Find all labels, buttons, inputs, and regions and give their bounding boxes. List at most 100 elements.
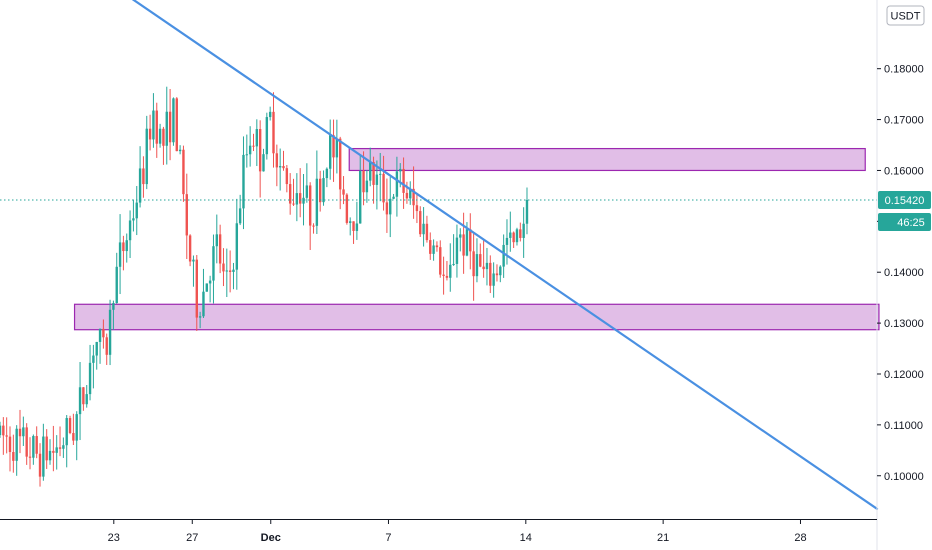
candle [132,199,135,232]
candle [92,344,95,389]
candle [12,434,15,473]
candle-body [22,427,25,437]
candle [505,219,509,265]
candle-body [292,203,295,205]
candle-body [238,208,242,224]
time-tick-label: 7 [385,532,391,544]
candle [55,435,58,470]
candle [308,182,312,250]
candle [509,211,512,252]
candle [0,421,2,438]
candle-body [505,237,509,245]
countdown-badge-box [878,212,931,231]
candle [125,233,128,263]
candle-body [215,234,218,247]
candle-body [462,234,465,256]
candle [515,227,519,246]
price-tick-label: 0.10000 [884,471,924,483]
candle-body [422,223,425,235]
candle-body [225,270,229,272]
candle-body [345,194,349,223]
candle [359,154,362,224]
candle-body [442,274,445,276]
candle-body [188,235,192,262]
candle-body [92,355,95,363]
candle-body [399,168,402,172]
candle-body [122,242,125,252]
candle [218,224,222,274]
candle [318,170,322,212]
candle-body [459,234,462,238]
candle-body [452,263,455,265]
candle [285,164,289,193]
candle [352,221,355,244]
candle-body [95,341,98,356]
candle-body [415,205,419,212]
candle-body [308,185,312,226]
candle-body [288,184,292,204]
candle [42,423,45,481]
candle [479,243,482,268]
candle-body [72,433,75,441]
candle [262,148,265,172]
candle [65,415,68,468]
candle-body [155,110,158,144]
candle-body [98,328,102,342]
candle-body [8,436,12,453]
candle [202,268,205,319]
candle-body [479,254,482,267]
candle [225,248,229,298]
candle [85,385,88,408]
candle [302,173,305,226]
currency-label-box [886,5,925,26]
candle-body [435,245,439,248]
price-axis[interactable]: 0.180000.170000.160000.150000.140000.130… [877,64,924,483]
candle-body [365,180,369,193]
candle [242,136,245,230]
time-axis[interactable]: 23 27 Dec 7 14 21 28 [108,519,807,544]
descending-trendline[interactable] [126,0,879,510]
candle-body [52,450,55,453]
resistance-zone-1[interactable] [73,303,880,331]
candle-body [218,234,222,264]
candle [168,88,172,161]
candle-body [2,425,5,436]
candle [98,328,102,364]
candle-body [305,185,309,198]
candle-body [185,194,188,236]
candle [295,173,299,222]
candle [272,92,275,168]
candle [268,106,272,121]
candle [462,212,465,274]
candle [32,434,35,465]
candle-body [78,387,82,415]
candle [158,123,162,148]
candle [28,437,32,470]
countdown-badge: 46:25 [878,212,931,231]
candle-body [278,166,282,168]
candle [312,223,315,234]
candle [389,177,392,238]
candle [22,416,25,446]
candle-body [342,189,345,195]
candle [72,413,75,446]
candle-body [349,221,352,223]
resistance-zone-2[interactable] [348,147,866,172]
candle-body [192,259,195,262]
candle [215,214,218,264]
candle-body [502,244,505,267]
candle-body [519,229,522,238]
candle [112,300,115,330]
candle-body [475,254,479,277]
candle-body [168,111,172,143]
candle-body [35,436,38,454]
currency-label[interactable]: USDT [886,5,925,26]
candle-body [12,452,15,461]
candle [482,239,485,278]
candle [38,443,42,487]
candle [439,240,442,278]
candle-body [382,173,385,203]
candle-body [469,229,472,252]
candle [415,194,419,224]
